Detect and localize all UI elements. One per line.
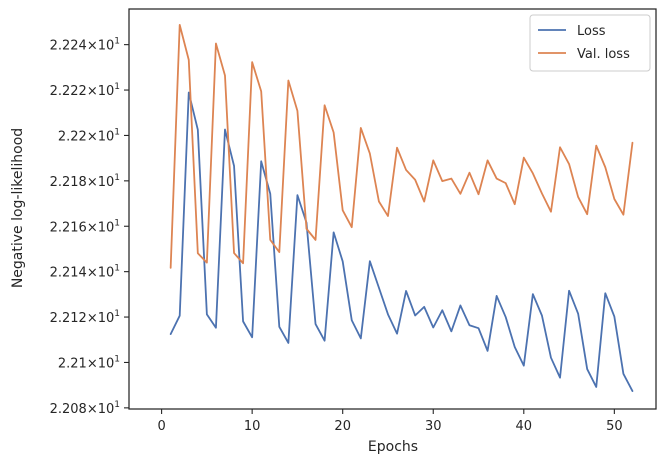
y-tick-label: 2.21×101 bbox=[58, 354, 120, 371]
x-tick-label: 20 bbox=[334, 419, 351, 434]
x-tick-label: 40 bbox=[516, 419, 533, 434]
y-tick-label: 2.222×101 bbox=[50, 82, 120, 99]
x-axis-label: Epochs bbox=[368, 439, 418, 455]
y-tick-label: 2.22×101 bbox=[58, 127, 120, 144]
series-line-1 bbox=[169, 91, 634, 392]
y-tick-label: 2.218×101 bbox=[50, 173, 120, 190]
legend-box bbox=[529, 14, 651, 72]
y-tick-label: 2.212×101 bbox=[50, 309, 120, 326]
legend-label-2: Val. loss bbox=[577, 47, 630, 62]
y-axis-label: Negative log-likelihood bbox=[10, 128, 26, 288]
x-tick-label: 30 bbox=[425, 419, 442, 434]
y-tick-label: 2.214×101 bbox=[50, 264, 120, 281]
plot-area: 0 10 20 30 40 50 2.208×101 2.21×101 2.212×101 2.2… bbox=[50, 8, 657, 434]
x-tick-label: 0 bbox=[157, 419, 165, 434]
x-tick-label: 10 bbox=[244, 419, 261, 434]
x-tick-label: 50 bbox=[606, 419, 623, 434]
axes-frame bbox=[128, 8, 657, 410]
y-tick-label: 2.224×101 bbox=[50, 37, 120, 54]
y-tick-label: 2.216×101 bbox=[50, 218, 120, 235]
legend-label-1: Loss bbox=[577, 24, 606, 39]
series-line-2 bbox=[169, 23, 634, 269]
y-tick-label: 2.208×101 bbox=[50, 400, 120, 417]
